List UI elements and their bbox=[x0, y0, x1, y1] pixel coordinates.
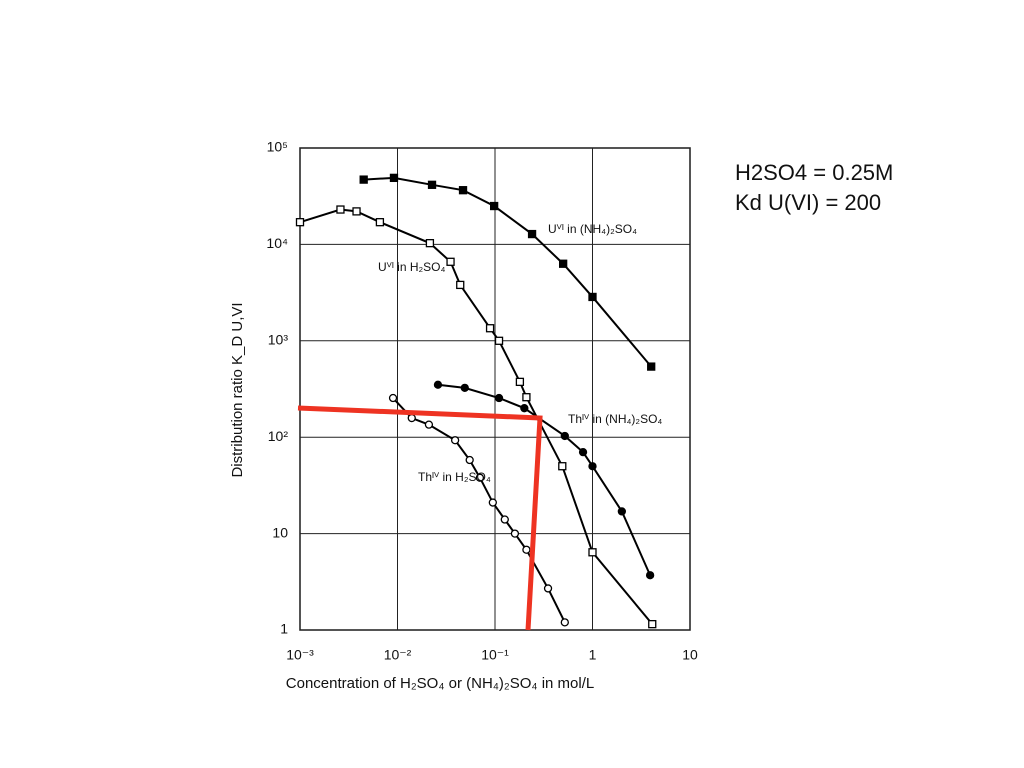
marker bbox=[510, 529, 520, 538]
marker bbox=[588, 548, 597, 557]
marker bbox=[588, 292, 597, 302]
series-label: Thᴵⱽ in (NH₄)₂SO₄ bbox=[568, 412, 662, 426]
marker bbox=[558, 259, 568, 268]
marker bbox=[456, 280, 465, 290]
series bbox=[295, 205, 657, 629]
marker bbox=[558, 462, 567, 471]
x-tick-label: 10 bbox=[682, 647, 698, 663]
y-tick-label: 10⁵ bbox=[267, 139, 288, 155]
x-axis-label: Concentration of H₂SO₄ or (NH₄)₂SO₄ in m… bbox=[286, 675, 594, 692]
marker bbox=[475, 473, 485, 482]
x-tick-label: 10⁻¹ bbox=[481, 647, 509, 663]
marker bbox=[617, 507, 627, 516]
hand-annotation bbox=[297, 405, 543, 631]
x-tick-label: 1 bbox=[589, 647, 597, 663]
x-tick-label: 10⁻³ bbox=[286, 647, 314, 663]
marker bbox=[647, 362, 656, 371]
x-tick-label: 10⁻² bbox=[384, 647, 412, 663]
series-label: Thᴵⱽ in H₂SO₄ bbox=[418, 470, 491, 484]
series bbox=[433, 380, 655, 580]
marker bbox=[460, 383, 469, 393]
marker bbox=[520, 404, 529, 413]
series-label: Uⱽᴵ in H₂SO₄ bbox=[378, 260, 446, 274]
marker bbox=[500, 515, 509, 524]
y-tick-label: 1 bbox=[280, 621, 288, 637]
marker bbox=[515, 377, 525, 387]
y-tick-label: 10⁴ bbox=[266, 235, 288, 251]
marker bbox=[560, 431, 569, 441]
marker bbox=[494, 393, 504, 403]
marker bbox=[450, 436, 460, 445]
marker bbox=[488, 498, 497, 507]
marker bbox=[446, 257, 455, 266]
annotation: H2SO4 = 0.25M bbox=[735, 160, 893, 185]
y-tick-label: 10³ bbox=[268, 332, 289, 348]
marker bbox=[485, 324, 495, 333]
marker bbox=[522, 393, 531, 402]
marker bbox=[645, 571, 655, 580]
marker bbox=[560, 618, 569, 627]
marker bbox=[494, 336, 504, 345]
annotation: Kd U(VI) = 200 bbox=[735, 190, 881, 215]
y-tick-label: 10 bbox=[272, 524, 288, 540]
series bbox=[359, 173, 656, 371]
y-tick-label: 10² bbox=[268, 428, 289, 444]
marker bbox=[527, 229, 537, 239]
marker bbox=[388, 393, 398, 403]
marker bbox=[425, 239, 435, 248]
marker bbox=[465, 455, 474, 465]
marker bbox=[648, 619, 657, 629]
marker bbox=[489, 201, 499, 211]
marker bbox=[389, 173, 399, 183]
marker bbox=[407, 413, 416, 423]
y-axis-label: Distribution ratio K_D U,VI bbox=[229, 302, 246, 477]
marker bbox=[458, 186, 468, 195]
marker bbox=[427, 180, 437, 189]
marker bbox=[424, 420, 434, 429]
marker bbox=[295, 218, 305, 227]
marker bbox=[375, 218, 385, 227]
marker bbox=[588, 462, 597, 471]
marker bbox=[578, 447, 588, 457]
marker bbox=[336, 205, 345, 214]
series-label: Uⱽᴵ in (NH₄)₂SO₄ bbox=[548, 222, 637, 236]
marker bbox=[352, 207, 361, 216]
marker bbox=[543, 584, 553, 593]
marker bbox=[359, 175, 368, 184]
marker bbox=[522, 545, 531, 554]
marker bbox=[433, 380, 443, 389]
